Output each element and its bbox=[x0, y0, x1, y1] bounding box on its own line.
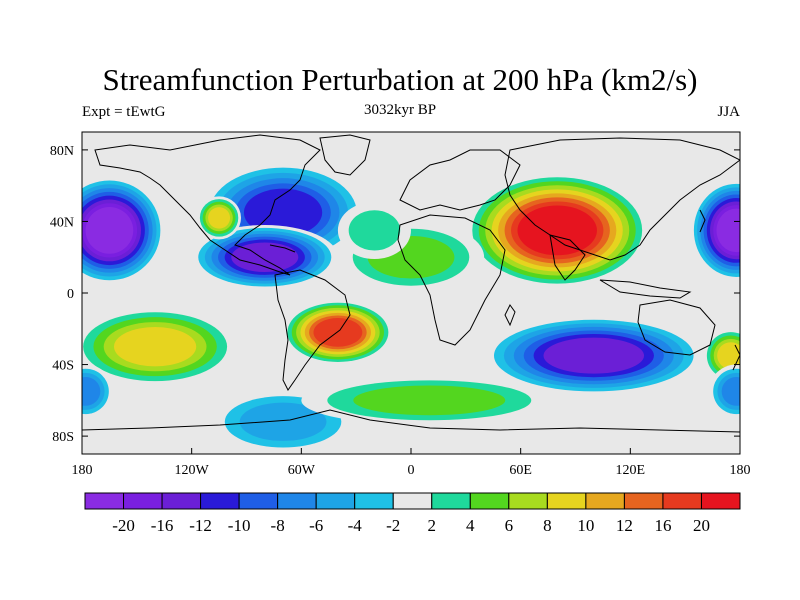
colorbar-box bbox=[238, 492, 279, 510]
contour-fill bbox=[85, 207, 134, 254]
colorbar-box bbox=[585, 492, 625, 510]
field-blob bbox=[82, 307, 238, 387]
lat-tick-label: 80N bbox=[50, 144, 74, 159]
colorbar-label: -20 bbox=[112, 516, 135, 535]
contour-fill bbox=[243, 188, 323, 237]
time-label: 3032kyr BP bbox=[363, 102, 437, 118]
field-contours bbox=[82, 162, 740, 454]
colorbar-labels: -20 -16 -12 -10 -8 -6 -4 -2 2 4 6 8 10 12 16 20 bbox=[112, 516, 710, 535]
contour-fill bbox=[239, 402, 327, 441]
colorbar-box bbox=[508, 492, 548, 510]
field-blob bbox=[82, 364, 114, 419]
colorbar-label: 6 bbox=[505, 516, 514, 535]
colorbar-label: -8 bbox=[271, 516, 285, 535]
colorbar-box bbox=[84, 492, 125, 510]
contour-fill bbox=[353, 385, 506, 416]
lat-tick-label: 80S bbox=[52, 430, 74, 445]
colorbar-box bbox=[277, 492, 317, 510]
contour-fill bbox=[717, 342, 740, 370]
field-blob bbox=[82, 176, 165, 285]
colorbar-box bbox=[315, 492, 356, 510]
lon-tick-label: 180 bbox=[72, 463, 93, 478]
colorbar-label: -6 bbox=[309, 516, 323, 535]
colorbar-box bbox=[161, 492, 202, 510]
field-blob bbox=[197, 196, 242, 240]
colorbar-label: -4 bbox=[348, 516, 363, 535]
lon-tick-label: 180 bbox=[730, 463, 751, 478]
field-blob bbox=[301, 375, 558, 426]
colorbar-label: -16 bbox=[151, 516, 174, 535]
colorbar-label: -12 bbox=[189, 516, 212, 535]
chart-title: Streamfunction Perturbation at 200 hPa (… bbox=[102, 62, 698, 97]
colorbar-box bbox=[546, 492, 587, 510]
field-blob bbox=[283, 300, 393, 365]
colorbar-box bbox=[431, 492, 471, 510]
contour-fill bbox=[82, 377, 101, 406]
lon-tick-label: 0 bbox=[408, 463, 415, 478]
colorbar-box bbox=[354, 492, 394, 510]
longitude-axis: 180 120W 60W 0 60E 120E 180 bbox=[72, 448, 751, 478]
contour-fill bbox=[716, 208, 740, 253]
contour-fill bbox=[208, 207, 231, 229]
contour-fill bbox=[517, 205, 597, 256]
colorbar-box bbox=[623, 492, 664, 510]
field-blob bbox=[708, 364, 740, 419]
lon-tick-label: 60E bbox=[509, 463, 532, 478]
colorbar-label: 8 bbox=[543, 516, 552, 535]
colorbar-label: 2 bbox=[428, 516, 437, 535]
field-blob bbox=[337, 201, 412, 260]
colorbar-box bbox=[200, 492, 240, 510]
field-blob bbox=[484, 316, 704, 395]
contour-fill bbox=[113, 326, 197, 367]
colorbar-boxes bbox=[84, 492, 741, 510]
colorbar-label: 12 bbox=[616, 516, 633, 535]
colorbar-label: 20 bbox=[693, 516, 710, 535]
contour-fill bbox=[348, 210, 401, 251]
colorbar-label: 4 bbox=[466, 516, 475, 535]
field-blob bbox=[690, 180, 740, 281]
latitude-axis: 80N 40N 0 40S 80S bbox=[50, 144, 740, 445]
season-label: JJA bbox=[717, 104, 740, 120]
lon-tick-label: 60W bbox=[288, 463, 316, 478]
colorbar-label: -2 bbox=[386, 516, 400, 535]
colorbar-box bbox=[469, 492, 510, 510]
lat-tick-label: 40N bbox=[50, 215, 74, 230]
contour-fill bbox=[721, 377, 740, 406]
lat-tick-label: 40S bbox=[52, 359, 74, 374]
colorbar-label: -10 bbox=[228, 516, 251, 535]
contour-fill bbox=[313, 318, 363, 347]
colorbar-label: 16 bbox=[654, 516, 671, 535]
lon-tick-label: 120E bbox=[616, 463, 646, 478]
colorbar-box bbox=[392, 492, 433, 510]
field-blob bbox=[465, 173, 649, 288]
experiment-label: Expt = tEwtG bbox=[82, 104, 166, 120]
coastlines bbox=[82, 134, 740, 433]
colorbar-label: 10 bbox=[577, 516, 594, 535]
lon-tick-label: 120W bbox=[175, 463, 210, 478]
colorbar-box bbox=[700, 492, 741, 510]
contour-fill bbox=[543, 337, 645, 374]
colorbar-box bbox=[662, 492, 702, 510]
colorbar-box bbox=[123, 492, 163, 510]
lat-tick-label: 0 bbox=[67, 287, 74, 302]
